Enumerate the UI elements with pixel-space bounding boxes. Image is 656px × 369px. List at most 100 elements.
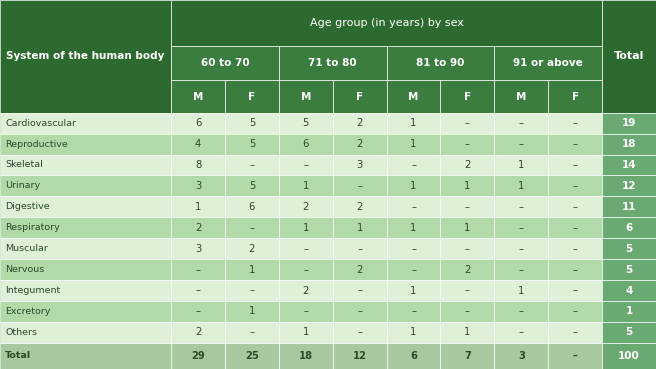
- Text: 5: 5: [625, 265, 632, 275]
- Text: 1: 1: [518, 181, 525, 191]
- Text: 2: 2: [464, 265, 470, 275]
- Bar: [602, 280, 656, 301]
- Bar: [171, 259, 225, 280]
- Text: 1: 1: [302, 223, 309, 233]
- Bar: [333, 280, 386, 301]
- Text: M: M: [193, 92, 203, 101]
- Bar: [333, 259, 386, 280]
- Text: –: –: [573, 307, 578, 317]
- Bar: [333, 175, 386, 196]
- Bar: [171, 280, 225, 301]
- Bar: [225, 280, 279, 301]
- Text: 1: 1: [464, 223, 470, 233]
- Bar: [548, 155, 602, 175]
- Bar: [0, 217, 171, 238]
- Bar: [0, 343, 171, 369]
- Bar: [440, 196, 495, 217]
- Bar: [440, 343, 495, 369]
- Bar: [548, 196, 602, 217]
- Text: –: –: [573, 139, 578, 149]
- Text: Skeletal: Skeletal: [5, 161, 43, 169]
- Bar: [495, 343, 548, 369]
- Bar: [495, 238, 548, 259]
- Text: –: –: [411, 265, 416, 275]
- Bar: [333, 80, 386, 113]
- Bar: [440, 238, 495, 259]
- Text: –: –: [357, 181, 362, 191]
- Bar: [495, 155, 548, 175]
- Bar: [225, 322, 279, 343]
- Text: 1: 1: [411, 118, 417, 128]
- Bar: [333, 155, 386, 175]
- Bar: [333, 113, 386, 134]
- Bar: [386, 134, 440, 155]
- Text: –: –: [573, 118, 578, 128]
- Text: 5: 5: [302, 118, 309, 128]
- Text: Integument: Integument: [5, 286, 60, 295]
- Bar: [602, 259, 656, 280]
- Text: –: –: [303, 265, 308, 275]
- Text: 2: 2: [356, 265, 363, 275]
- Bar: [225, 301, 279, 322]
- Text: –: –: [411, 244, 416, 254]
- Bar: [386, 259, 440, 280]
- Text: 18: 18: [298, 351, 313, 361]
- Bar: [225, 134, 279, 155]
- Bar: [386, 301, 440, 322]
- Text: 12: 12: [622, 181, 636, 191]
- Text: 3: 3: [195, 181, 201, 191]
- Bar: [0, 238, 171, 259]
- Text: 2: 2: [302, 202, 309, 212]
- Text: –: –: [357, 244, 362, 254]
- Text: –: –: [303, 244, 308, 254]
- Text: 1: 1: [518, 160, 525, 170]
- Text: 5: 5: [249, 181, 255, 191]
- Text: –: –: [519, 327, 523, 337]
- Bar: [602, 238, 656, 259]
- Text: –: –: [465, 118, 470, 128]
- Text: –: –: [411, 202, 416, 212]
- Bar: [279, 113, 333, 134]
- Bar: [171, 217, 225, 238]
- Text: 5: 5: [249, 118, 255, 128]
- Bar: [440, 175, 495, 196]
- Text: 1: 1: [411, 139, 417, 149]
- Bar: [279, 217, 333, 238]
- Text: 19: 19: [622, 118, 636, 128]
- Text: 5: 5: [249, 139, 255, 149]
- Text: –: –: [249, 286, 255, 296]
- Text: 1: 1: [464, 327, 470, 337]
- Text: 100: 100: [618, 351, 640, 361]
- Text: M: M: [516, 92, 527, 101]
- Bar: [386, 280, 440, 301]
- Bar: [495, 217, 548, 238]
- Text: Cardiovascular: Cardiovascular: [5, 119, 76, 128]
- Bar: [602, 322, 656, 343]
- Bar: [602, 134, 656, 155]
- Text: –: –: [249, 327, 255, 337]
- Bar: [279, 238, 333, 259]
- Bar: [495, 301, 548, 322]
- Text: 14: 14: [622, 160, 636, 170]
- Bar: [171, 80, 225, 113]
- Bar: [279, 46, 386, 80]
- Text: –: –: [303, 160, 308, 170]
- Bar: [0, 301, 171, 322]
- Text: 7: 7: [464, 351, 471, 361]
- Text: F: F: [356, 92, 363, 101]
- Bar: [171, 301, 225, 322]
- Bar: [0, 134, 171, 155]
- Bar: [495, 80, 548, 113]
- Text: 1: 1: [464, 181, 470, 191]
- Bar: [602, 155, 656, 175]
- Text: 1: 1: [411, 181, 417, 191]
- Bar: [548, 134, 602, 155]
- Text: –: –: [573, 181, 578, 191]
- Text: –: –: [519, 265, 523, 275]
- Bar: [602, 343, 656, 369]
- Bar: [279, 301, 333, 322]
- Text: Excretory: Excretory: [5, 307, 51, 316]
- Text: 2: 2: [249, 244, 255, 254]
- Text: –: –: [195, 307, 201, 317]
- Text: 2: 2: [356, 118, 363, 128]
